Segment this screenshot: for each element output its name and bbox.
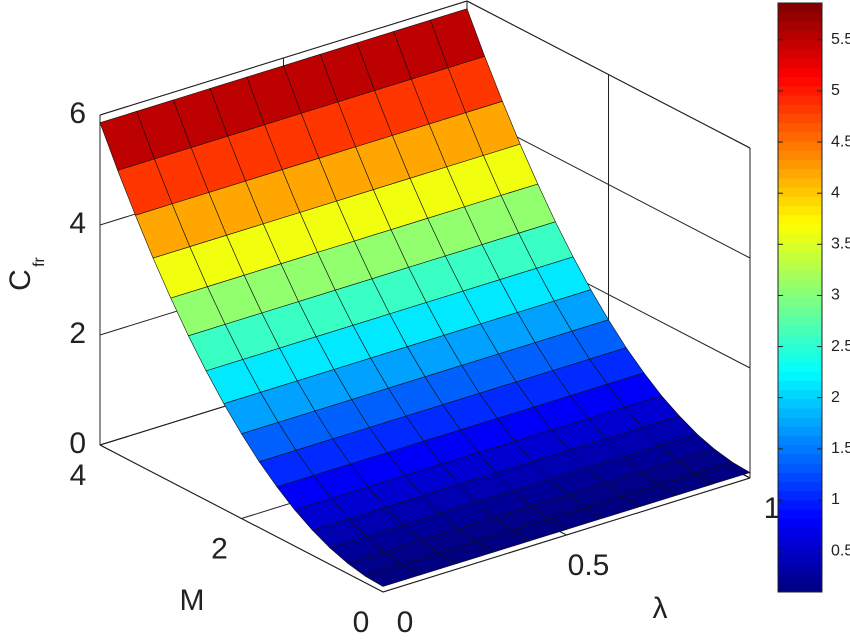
colorbar-stripe xyxy=(778,131,822,142)
colorbar-stripe xyxy=(778,30,822,41)
colorbar-tick-label: 0.5 xyxy=(831,542,850,559)
colorbar-tick-label: 3 xyxy=(831,287,840,304)
colorbar-stripe xyxy=(778,223,822,234)
colorbar-stripe xyxy=(778,490,822,501)
surface-face xyxy=(364,564,421,587)
colorbar-stripe xyxy=(778,334,822,345)
colorbar-stripe xyxy=(778,555,822,565)
colorbar-stripe xyxy=(778,187,822,197)
colorbar-tick-label: 5 xyxy=(831,82,840,99)
x-tick-label: 0.5 xyxy=(568,549,610,582)
z-axis-label: C xyxy=(4,269,37,291)
colorbar-stripe xyxy=(778,76,822,87)
colorbar-stripe xyxy=(778,426,822,437)
colorbar: 0.5 1 1.5 2 2.5 3 3.5 4 4.5 5 5.5 xyxy=(777,2,850,593)
colorbar-stripe xyxy=(778,214,822,225)
colorbar-stripe xyxy=(778,472,822,483)
colorbar-stripe xyxy=(778,150,822,160)
colorbar-stripe xyxy=(778,39,822,50)
colorbar-stripe xyxy=(778,67,822,78)
colorbar-stripe xyxy=(778,463,822,473)
colorbar-tick-label: 1 xyxy=(831,491,840,508)
colorbar-stripe xyxy=(778,95,822,105)
colorbar-stripe xyxy=(778,481,822,492)
x-tick-label: 1 xyxy=(764,492,781,525)
colorbar-stripe xyxy=(778,168,822,179)
colorbar-tick-label: 1.5 xyxy=(831,440,850,457)
colorbar-stripe xyxy=(778,297,822,308)
colorbar-stripe xyxy=(778,352,822,363)
colorbar-stripe xyxy=(778,564,822,575)
z-tick-label: 6 xyxy=(69,97,86,130)
colorbar-stripe xyxy=(778,122,822,133)
colorbar-stripe xyxy=(778,582,822,593)
colorbar-stripe xyxy=(778,269,822,280)
z-tick-label: 4 xyxy=(69,207,86,240)
z-axis-label-subscript: fr xyxy=(31,256,48,266)
colorbar-stripe xyxy=(778,518,822,529)
colorbar-stripe xyxy=(778,177,822,188)
colorbar-stripe xyxy=(778,527,822,538)
colorbar-stripe xyxy=(778,196,822,206)
colorbar-tick-label: 4.5 xyxy=(831,133,850,150)
surface xyxy=(99,8,751,587)
colorbar-stripe xyxy=(778,58,822,68)
axis-labels: C fr M λ xyxy=(4,256,668,624)
colorbar-stripe xyxy=(778,380,822,391)
colorbar-stripe xyxy=(778,85,822,96)
colorbar-stripe xyxy=(778,104,822,114)
colorbar-stripe xyxy=(778,288,822,298)
colorbar-stripe xyxy=(778,361,822,372)
colorbar-tick-label: 5.5 xyxy=(831,31,850,48)
colorbar-stripe xyxy=(778,417,822,427)
colorbar-tick-label: 2 xyxy=(831,389,840,406)
colorbar-stripe xyxy=(778,545,822,556)
colorbar-stripe xyxy=(778,389,822,400)
colorbar-tick-label: 4 xyxy=(831,184,840,201)
colorbar-stripe xyxy=(778,315,822,326)
colorbar-stripe xyxy=(778,407,822,418)
colorbar-stripe xyxy=(778,113,822,124)
colorbar-stripe xyxy=(778,205,822,216)
colorbar-stripe xyxy=(778,141,822,151)
colorbar-frame xyxy=(777,2,823,593)
colorbar-stripe xyxy=(778,279,822,289)
colorbar-stripe xyxy=(778,233,822,243)
colorbar-stripe xyxy=(778,499,822,510)
colorbar-stripe xyxy=(778,306,822,317)
colorbar-stripe xyxy=(778,343,822,354)
y-tick-label: 2 xyxy=(211,532,228,565)
colorbar-stripe xyxy=(778,536,822,547)
x-axis-label: λ xyxy=(653,592,668,625)
colorbar-stripe xyxy=(778,242,822,252)
colorbar-stripe xyxy=(778,371,822,381)
colorbar-tick-label: 2.5 xyxy=(831,338,850,355)
colorbar-stripe xyxy=(778,509,822,519)
colorbar-stripe xyxy=(778,325,822,335)
colorbar-stripe xyxy=(778,12,822,22)
colorbar-stripe xyxy=(778,251,822,262)
colorbar-stripe xyxy=(778,49,822,59)
x-tick-label: 0 xyxy=(397,606,414,639)
y-axis-label: M xyxy=(180,584,205,617)
colorbar-stripe xyxy=(778,21,822,32)
colorbar-stripe xyxy=(778,435,822,446)
colorbar-stripe xyxy=(778,453,822,464)
colorbar-stripe xyxy=(778,573,822,584)
colorbar-stripe xyxy=(778,3,822,13)
colorbar-stripe xyxy=(778,260,822,271)
y-tick-label: 0 xyxy=(353,606,370,639)
grid-line xyxy=(382,477,751,593)
y-tick-label: 4 xyxy=(70,459,87,492)
colorbar-tick-label: 3.5 xyxy=(831,236,850,253)
z-tick-label: 0 xyxy=(69,427,86,460)
z-tick-label: 2 xyxy=(69,317,86,350)
colorbar-stripe xyxy=(778,444,822,455)
colorbar-stripe xyxy=(778,159,822,170)
colorbar-stripe xyxy=(778,398,822,409)
